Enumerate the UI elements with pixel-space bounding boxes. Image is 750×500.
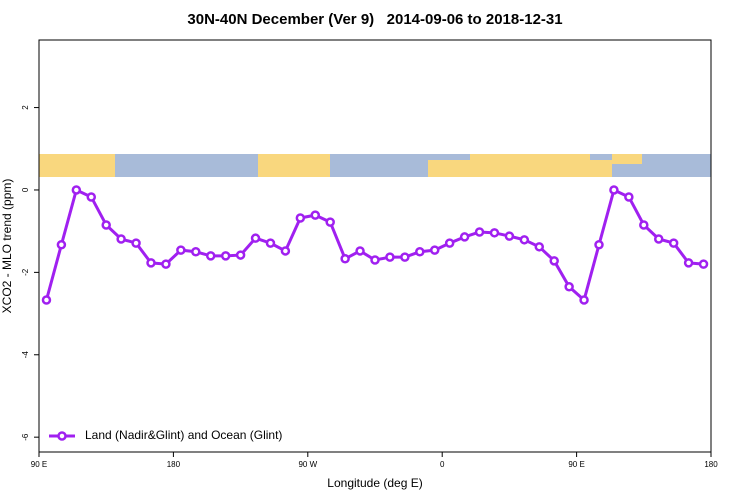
data-point: [459, 232, 470, 242]
data-point: [624, 192, 634, 202]
x-tick-label: 0: [440, 460, 445, 469]
series-line: [45, 187, 704, 303]
y-tick-label: -4: [21, 351, 30, 359]
data-point: [668, 238, 679, 248]
x-axis-label: Longitude (deg E): [327, 476, 422, 490]
data-point: [698, 259, 709, 269]
data-point: [265, 238, 276, 248]
x-tick-label: 180: [167, 460, 181, 469]
data-point: [519, 235, 530, 245]
data-point: [474, 227, 485, 237]
data-point: [564, 282, 574, 292]
data-point: [415, 247, 425, 257]
legend-marker: [57, 431, 67, 441]
data-point: [295, 213, 306, 223]
data-point: [161, 259, 171, 269]
data-point: [639, 220, 649, 230]
data-point: [444, 238, 455, 248]
data-point: [504, 231, 515, 241]
x-tick-label: 90 W: [298, 460, 317, 469]
data-point: [355, 246, 365, 256]
y-axis-label: XCO2 - MLO trend (ppm): [0, 179, 14, 314]
data-point: [41, 295, 52, 305]
data-point: [176, 245, 186, 255]
data-point: [280, 246, 291, 256]
data-point: [594, 240, 604, 250]
y-tick-label: -2: [21, 268, 30, 276]
y-tick-label: 2: [21, 105, 30, 110]
x-tick-label: 180: [704, 460, 718, 469]
data-point: [71, 185, 82, 195]
data-point: [116, 234, 126, 244]
data-point: [385, 252, 395, 262]
data-point: [205, 251, 216, 261]
data-point: [549, 256, 559, 266]
data-point: [56, 240, 67, 250]
y-tick-label: 0: [21, 187, 30, 192]
data-point: [579, 295, 589, 305]
data-point: [325, 217, 335, 227]
plot-frame: [38, 39, 712, 453]
data-point: [609, 185, 619, 195]
data-point: [534, 242, 545, 252]
data-point: [191, 247, 201, 257]
legend-label: Land (Nadir&Glint) and Ocean (Glint): [85, 428, 282, 442]
data-point: [146, 258, 156, 268]
data-point: [101, 220, 111, 230]
data-point: [250, 233, 261, 243]
y-tick-label: -6: [21, 433, 30, 441]
data-point: [429, 245, 440, 255]
data-point: [131, 238, 141, 248]
data-point: [310, 210, 321, 220]
data-point: [235, 250, 246, 260]
data-point: [683, 258, 694, 268]
data-point: [370, 255, 380, 265]
data-point: [86, 192, 97, 202]
chart-title: 30N-40N December (Ver 9) 2014-09-06 to 2…: [187, 11, 562, 28]
map-strip: [39, 154, 711, 177]
data-point: [400, 252, 410, 262]
x-tick-label: 90 E: [568, 460, 584, 469]
x-tick-label: 90 E: [31, 460, 47, 469]
data-point: [489, 228, 500, 238]
data-point: [653, 234, 664, 244]
data-point: [340, 254, 350, 264]
data-point: [220, 251, 231, 261]
